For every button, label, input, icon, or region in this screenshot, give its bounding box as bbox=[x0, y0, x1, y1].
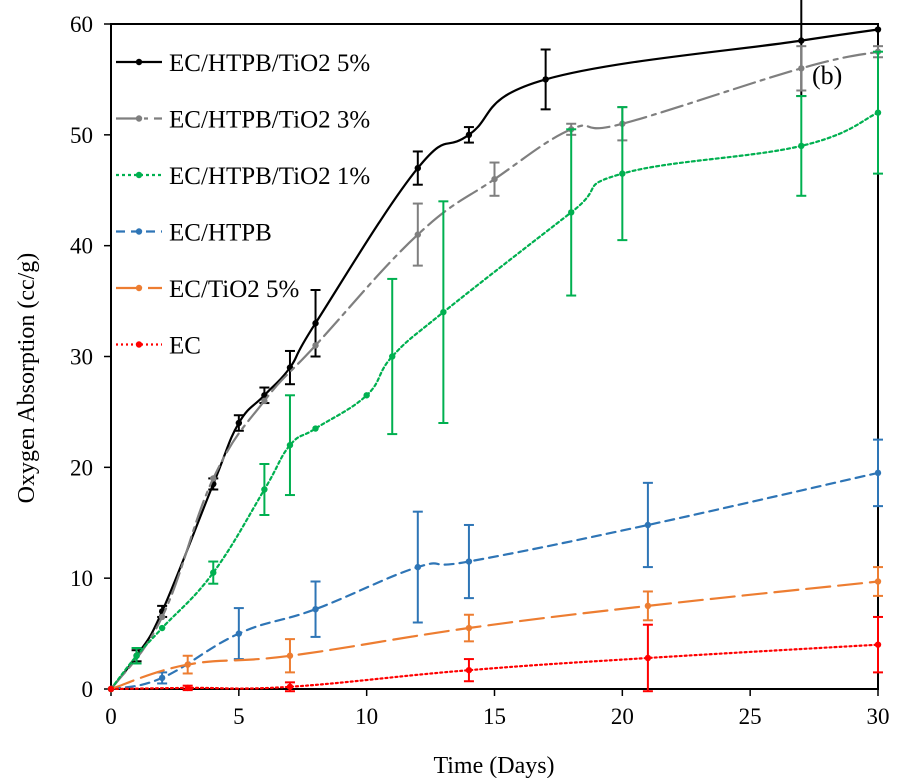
data-point bbox=[184, 684, 191, 692]
y-tick-label: 50 bbox=[70, 123, 93, 148]
series-group bbox=[107, 0, 883, 693]
data-point bbox=[465, 558, 473, 565]
axes: 0 5 10 15 20 25 30 0 10 20 30 40 50 60 bbox=[70, 12, 890, 729]
data-point bbox=[644, 602, 652, 610]
x-tick-label: 30 bbox=[867, 704, 890, 729]
legend-label: EC/HTPB/TiO2 5% bbox=[169, 50, 370, 77]
data-point bbox=[286, 683, 294, 690]
series-line-ec-htpb bbox=[109, 471, 880, 691]
data-point bbox=[158, 624, 166, 632]
series-ec-htpb bbox=[107, 438, 883, 693]
data-point bbox=[235, 419, 243, 427]
data-point bbox=[312, 425, 319, 432]
x-tick-label: 0 bbox=[105, 704, 117, 729]
series-line-ec-htpb-tio2-3 bbox=[109, 50, 880, 691]
x-tick-label: 20 bbox=[611, 704, 634, 729]
y-axis-title: Oxygen Absorption (cc/g) bbox=[14, 253, 40, 504]
y-tick-label: 20 bbox=[70, 455, 93, 480]
data-point bbox=[619, 170, 626, 177]
chart-annotation: (b) bbox=[812, 61, 842, 90]
legend-label: EC/HTPB/TiO2 3% bbox=[169, 107, 370, 134]
data-point bbox=[798, 65, 805, 72]
data-point bbox=[286, 441, 294, 449]
series-ec-tio2-5 bbox=[107, 566, 883, 693]
legend-label: EC/HTPB/TiO2 1% bbox=[169, 163, 370, 190]
data-point bbox=[261, 486, 268, 493]
data-point bbox=[312, 320, 319, 327]
legend-marker bbox=[135, 115, 143, 122]
legend-marker bbox=[135, 228, 143, 235]
x-tick-label: 10 bbox=[355, 704, 378, 729]
data-point bbox=[874, 641, 882, 648]
data-point bbox=[644, 654, 652, 662]
legend-marker bbox=[135, 284, 143, 292]
data-point bbox=[312, 342, 319, 349]
data-point bbox=[874, 109, 882, 116]
data-point bbox=[261, 397, 268, 405]
data-point bbox=[235, 630, 243, 637]
data-point bbox=[389, 353, 396, 360]
data-point bbox=[414, 563, 421, 571]
data-point bbox=[414, 231, 421, 238]
legend-marker bbox=[135, 341, 143, 348]
data-point bbox=[184, 661, 191, 668]
legend-label: EC/HTPB bbox=[169, 220, 272, 247]
data-point bbox=[107, 685, 115, 693]
data-point bbox=[798, 37, 805, 44]
data-point bbox=[542, 76, 549, 83]
data-point bbox=[133, 652, 140, 659]
data-point bbox=[363, 392, 370, 399]
data-point bbox=[312, 606, 319, 613]
data-point bbox=[440, 308, 447, 316]
series-line-ec bbox=[109, 643, 880, 691]
data-point bbox=[261, 392, 268, 399]
data-point bbox=[874, 469, 882, 477]
x-tick-label: 5 bbox=[233, 704, 245, 729]
x-tick-label: 15 bbox=[483, 704, 506, 729]
data-point bbox=[465, 131, 473, 139]
data-point bbox=[210, 475, 217, 482]
series-ec-htpb-tio2-3 bbox=[107, 45, 883, 693]
y-tick-label: 60 bbox=[70, 12, 93, 37]
data-point bbox=[465, 666, 473, 674]
series-line-ec-tio2-5 bbox=[109, 580, 880, 691]
data-point bbox=[158, 613, 166, 621]
data-point bbox=[644, 521, 652, 529]
x-axis-title: Time (Days) bbox=[433, 753, 554, 778]
data-point bbox=[568, 209, 575, 216]
series-ec bbox=[107, 615, 883, 693]
legend-label: EC/TiO2 5% bbox=[169, 276, 299, 303]
data-point bbox=[874, 578, 882, 585]
series-ec-htpb-tio2-5 bbox=[107, 0, 882, 693]
y-tick-label: 10 bbox=[70, 566, 93, 591]
legend-marker bbox=[135, 58, 143, 66]
data-point bbox=[286, 652, 294, 659]
data-point bbox=[465, 624, 473, 632]
y-tick-label: 0 bbox=[82, 677, 94, 702]
data-point bbox=[798, 142, 805, 150]
series-line-ec-htpb-tio2-1 bbox=[109, 111, 880, 691]
x-tick-label: 25 bbox=[739, 704, 762, 729]
legend: EC/HTPB/TiO2 5% EC/HTPB/TiO2 3% EC/HTPB/Ti… bbox=[116, 50, 370, 360]
legend-label: EC bbox=[169, 333, 201, 360]
y-tick-label: 30 bbox=[70, 345, 93, 370]
data-point bbox=[210, 569, 217, 576]
legend-marker bbox=[135, 171, 143, 179]
data-point bbox=[158, 674, 166, 682]
data-point bbox=[491, 175, 498, 183]
series-ec-htpb-tio2-1 bbox=[107, 50, 883, 693]
y-tick-label: 40 bbox=[70, 234, 93, 259]
data-point bbox=[874, 26, 882, 33]
data-point bbox=[414, 164, 421, 172]
